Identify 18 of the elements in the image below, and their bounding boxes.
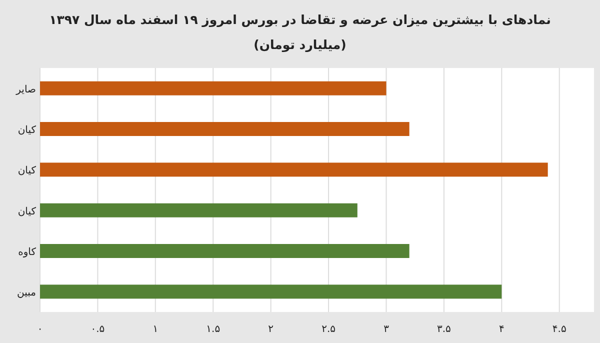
chart-subtitle: (میلیارد تومان)	[254, 37, 346, 53]
x-tick-label: ۲	[268, 324, 274, 335]
x-tick-label: ۴	[498, 324, 504, 335]
x-tick-label: ۱.۵	[206, 324, 220, 335]
y-tick-label: مبین	[16, 288, 36, 299]
x-tick-label: ۳	[384, 324, 390, 335]
y-tick-label: کیان	[18, 206, 36, 218]
x-tick-label: ۴.۵	[552, 324, 566, 335]
x-tick-label: ۳.۵	[436, 324, 451, 335]
x-tick-label: ۰.۵	[90, 324, 105, 335]
y-tick-label: کاوه	[18, 247, 36, 258]
chart-title: نمادهای با بیشترین میزان عرضه و تقاضا در بورس امروز ۱۹ اسفند ماه سال ۱۳۹۷	[49, 12, 551, 28]
y-tick-label: صایر	[15, 84, 36, 96]
y-tick-label: کیان	[18, 166, 36, 177]
x-tick-label: ۲.۵	[322, 324, 336, 335]
x-tick-label: ۱	[152, 324, 158, 335]
x-tick-label: ۰	[37, 324, 43, 335]
y-tick-label: کیان	[18, 125, 36, 136]
